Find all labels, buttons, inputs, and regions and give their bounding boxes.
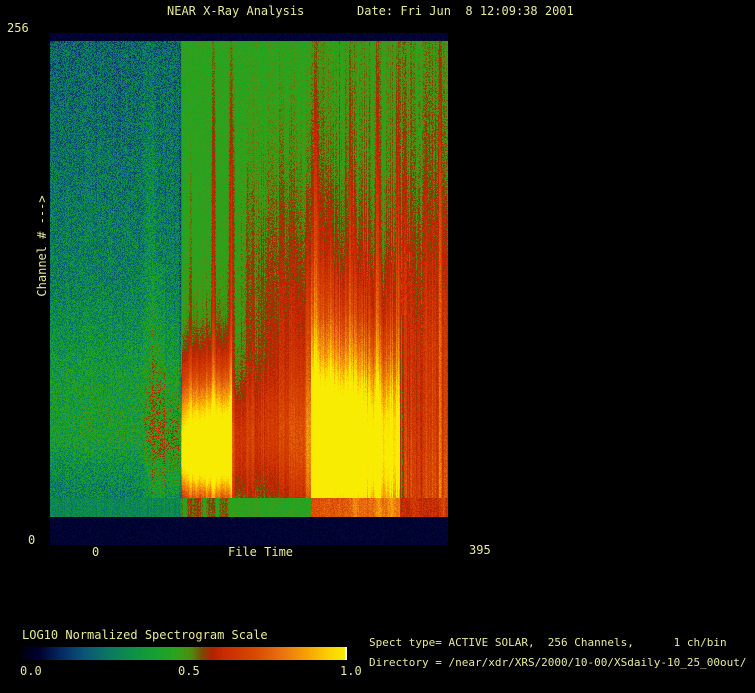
spect-type-info: Spect type= ACTIVE SOLAR, 256 Channels, … (369, 636, 727, 649)
x-axis-min-label: 0 (92, 545, 100, 559)
x-axis-max-label: 395 (469, 543, 491, 557)
y-axis-min-label: 0 (28, 533, 36, 547)
colorbar-title: LOG10 Normalized Spectrogram Scale (22, 628, 268, 642)
plot-date: Date: Fri Jun 8 12:09:38 2001 (357, 4, 574, 18)
y-axis-title: Channel # ---> (35, 195, 49, 297)
spectrogram-canvas (50, 33, 448, 545)
x-axis-title: File Time (228, 545, 294, 559)
colorbar-tick-mid: 0.5 (178, 664, 200, 678)
colorbar-tick-min: 0.0 (20, 664, 42, 678)
directory-info: Directory = /near/xdr/XRS/2000/10-00/XSd… (369, 656, 747, 669)
colorbar-tick-max: 1.0 (340, 664, 362, 678)
plot-title: NEAR X-Ray Analysis (167, 4, 305, 18)
y-axis-max-label: 256 (7, 21, 29, 35)
colorbar-gradient (22, 647, 347, 660)
